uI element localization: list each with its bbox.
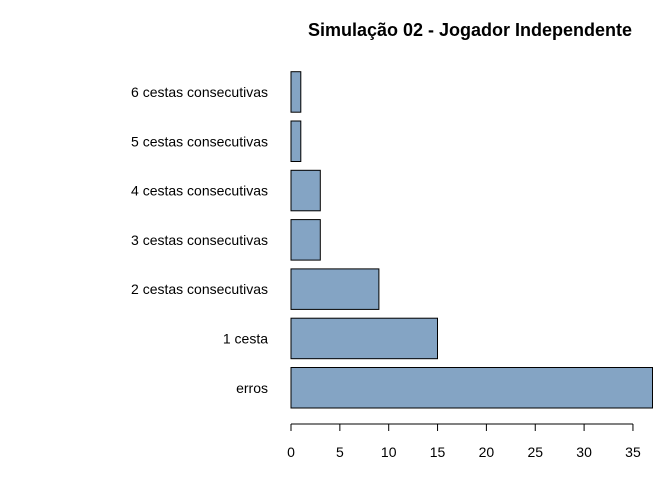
x-axis: 0 5 10 15 20 25 30 35 (287, 423, 641, 460)
bar-1 (290, 317, 438, 360)
chart-title: Simulação 02 - Jogador Independente (308, 20, 632, 40)
x-tick-label-1: 5 (336, 444, 344, 460)
x-tick-label-7: 35 (625, 444, 641, 460)
bar-0 (290, 367, 653, 409)
bar-4 (290, 169, 321, 212)
x-tick-label-5: 25 (527, 444, 543, 460)
bar-6 (290, 71, 302, 113)
x-tick-label-4: 20 (479, 444, 495, 460)
category-label-0: erros (236, 380, 268, 396)
bar-2 (290, 268, 380, 310)
x-tick-label-6: 30 (576, 444, 592, 460)
category-labels: erros 1 cesta 2 cestas consecutivas 3 cesta… (131, 84, 268, 396)
bars-group (290, 71, 653, 409)
category-label-1: 1 cesta (223, 330, 268, 346)
category-label-2: 2 cestas consecutivas (131, 281, 268, 297)
category-label-4: 4 cestas consecutivas (131, 183, 268, 199)
bar-5 (290, 120, 302, 162)
x-tick-label-0: 0 (287, 444, 295, 460)
category-label-6: 6 cestas consecutivas (131, 84, 268, 100)
category-label-3: 3 cestas consecutivas (131, 232, 268, 248)
bar-3 (290, 219, 321, 261)
x-tick-label-3: 15 (430, 444, 446, 460)
x-tick-label-2: 10 (381, 444, 397, 460)
category-label-5: 5 cestas consecutivas (131, 133, 268, 149)
